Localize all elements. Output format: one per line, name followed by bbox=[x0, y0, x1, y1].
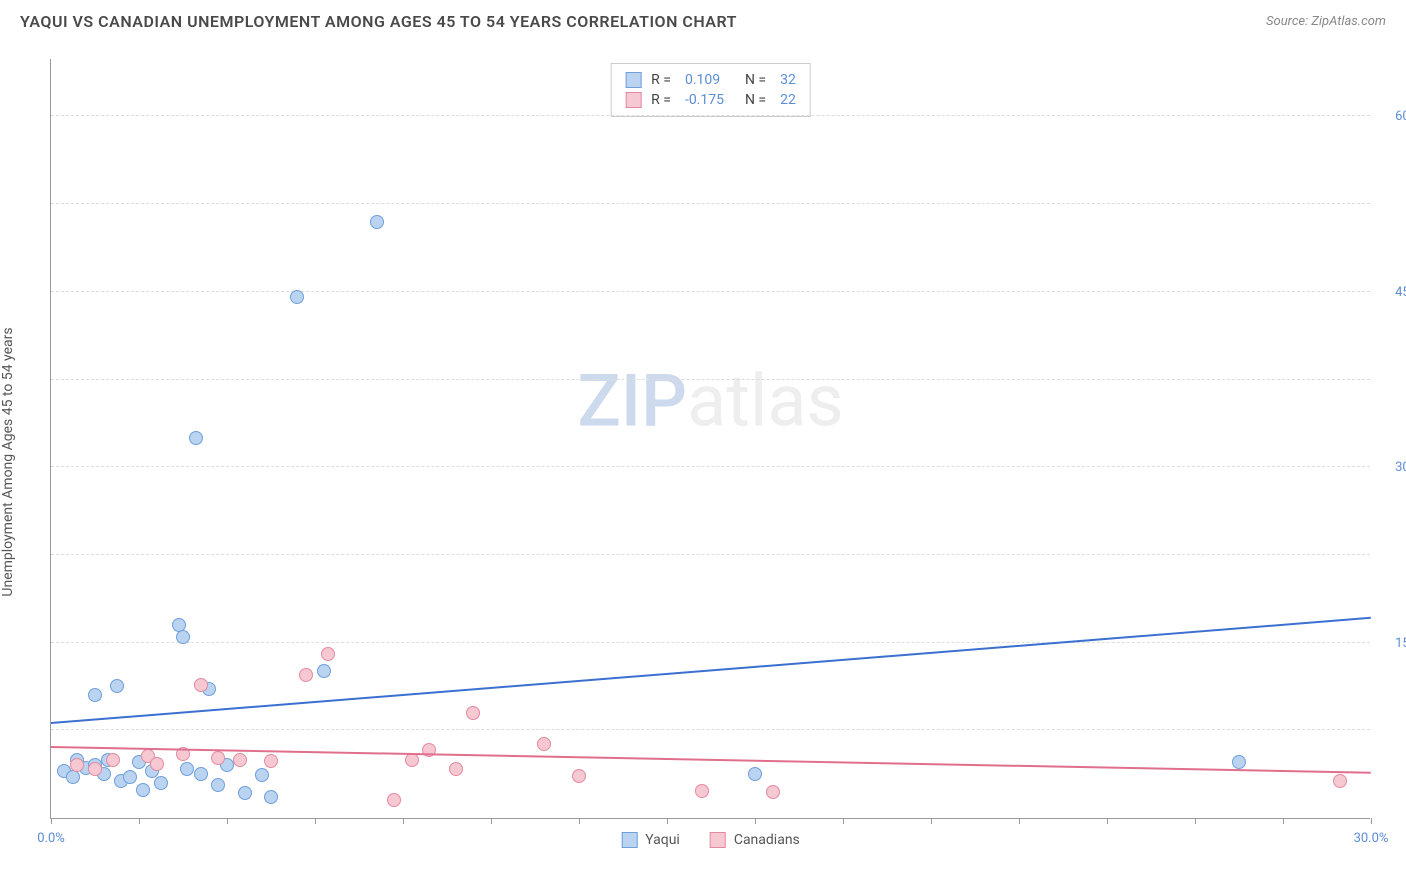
trend-line bbox=[51, 746, 1371, 774]
x-tick-mark bbox=[403, 818, 404, 824]
data-point bbox=[290, 290, 304, 304]
data-point bbox=[180, 762, 194, 776]
data-point bbox=[211, 751, 225, 765]
legend-r-value: 0.109 bbox=[685, 72, 735, 88]
legend-swatch bbox=[710, 832, 726, 848]
y-tick-label: 45.0% bbox=[1375, 285, 1406, 300]
data-point bbox=[70, 758, 84, 772]
data-point bbox=[264, 754, 278, 768]
data-point bbox=[194, 767, 208, 781]
x-tick-label: 30.0% bbox=[1354, 831, 1389, 846]
gridline-h bbox=[51, 115, 1370, 116]
data-point bbox=[1333, 774, 1347, 788]
watermark: ZIPatlas bbox=[577, 358, 843, 443]
x-tick-mark bbox=[579, 818, 580, 824]
gridline-h bbox=[51, 642, 1370, 643]
legend-row: R = -0.175 N = 22 bbox=[625, 90, 796, 110]
x-tick-mark bbox=[1019, 818, 1020, 824]
data-point bbox=[176, 630, 190, 644]
data-point bbox=[748, 767, 762, 781]
legend-swatch bbox=[625, 72, 641, 88]
data-point bbox=[88, 688, 102, 702]
data-point bbox=[299, 668, 313, 682]
x-tick-mark bbox=[1195, 818, 1196, 824]
gridline-h bbox=[51, 729, 1370, 730]
data-point bbox=[766, 785, 780, 799]
legend-series-label: Yaqui bbox=[645, 832, 680, 848]
x-tick-mark bbox=[667, 818, 668, 824]
data-point bbox=[110, 679, 124, 693]
y-tick-label: 60.0% bbox=[1375, 109, 1406, 124]
legend-series-label: Canadians bbox=[734, 832, 800, 848]
legend-swatch bbox=[625, 92, 641, 108]
data-point bbox=[211, 778, 225, 792]
chart-title: YAQUI VS CANADIAN UNEMPLOYMENT AMONG AGE… bbox=[20, 12, 737, 31]
x-tick-mark bbox=[755, 818, 756, 824]
data-point bbox=[233, 753, 247, 767]
x-tick-mark bbox=[1107, 818, 1108, 824]
legend-row: R = 0.109 N = 32 bbox=[625, 70, 796, 90]
legend-swatch bbox=[621, 832, 637, 848]
legend-n-label: N = bbox=[745, 92, 766, 108]
chart-container: Unemployment Among Ages 45 to 54 years Z… bbox=[0, 39, 1406, 869]
data-point bbox=[194, 678, 208, 692]
gridline-h bbox=[51, 379, 1370, 380]
trend-line bbox=[51, 617, 1371, 724]
x-tick-mark bbox=[491, 818, 492, 824]
legend-n-value: 22 bbox=[780, 92, 796, 108]
legend-correlation: R = 0.109 N = 32 R = -0.175 N = 22 bbox=[610, 63, 811, 117]
data-point bbox=[189, 431, 203, 445]
x-tick-mark bbox=[931, 818, 932, 824]
gridline-h bbox=[51, 203, 1370, 204]
data-point bbox=[321, 647, 335, 661]
data-point bbox=[106, 753, 120, 767]
data-point bbox=[255, 768, 269, 782]
y-tick-label: 30.0% bbox=[1375, 460, 1406, 475]
x-tick-label: 0.0% bbox=[37, 831, 65, 846]
data-point bbox=[1232, 755, 1246, 769]
data-point bbox=[466, 706, 480, 720]
data-point bbox=[449, 762, 463, 776]
y-tick-label: 15.0% bbox=[1375, 636, 1406, 651]
legend-r-value: -0.175 bbox=[685, 92, 735, 108]
gridline-h bbox=[51, 466, 1370, 467]
data-point bbox=[387, 793, 401, 807]
x-tick-mark bbox=[227, 818, 228, 824]
x-tick-mark bbox=[139, 818, 140, 824]
source-attribution: Source: ZipAtlas.com bbox=[1266, 14, 1386, 29]
x-tick-mark bbox=[1283, 818, 1284, 824]
legend-n-value: 32 bbox=[780, 72, 796, 88]
legend-series: Yaqui Canadians bbox=[621, 832, 800, 848]
legend-series-item: Yaqui bbox=[621, 832, 680, 848]
data-point bbox=[238, 786, 252, 800]
x-tick-mark bbox=[51, 818, 52, 824]
plot-area: ZIPatlas R =0.109N =32R =-0.175N =22 Yaq… bbox=[50, 59, 1370, 819]
data-point bbox=[136, 783, 150, 797]
data-point bbox=[123, 770, 137, 784]
data-point bbox=[370, 215, 384, 229]
data-point bbox=[572, 769, 586, 783]
x-tick-mark bbox=[315, 818, 316, 824]
legend-n-label: N = bbox=[745, 72, 766, 88]
data-point bbox=[317, 664, 331, 678]
header: YAQUI VS CANADIAN UNEMPLOYMENT AMONG AGE… bbox=[0, 0, 1406, 39]
data-point bbox=[88, 762, 102, 776]
data-point bbox=[264, 790, 278, 804]
gridline-h bbox=[51, 554, 1370, 555]
data-point bbox=[695, 784, 709, 798]
legend-r-label: R = bbox=[651, 72, 671, 88]
x-tick-mark bbox=[843, 818, 844, 824]
data-point bbox=[154, 776, 168, 790]
data-point bbox=[150, 757, 164, 771]
legend-series-item: Canadians bbox=[710, 832, 800, 848]
x-tick-mark bbox=[1371, 818, 1372, 824]
legend-r-label: R = bbox=[651, 92, 671, 108]
gridline-h bbox=[51, 291, 1370, 292]
y-axis-label: Unemployment Among Ages 45 to 54 years bbox=[0, 327, 16, 596]
data-point bbox=[537, 737, 551, 751]
